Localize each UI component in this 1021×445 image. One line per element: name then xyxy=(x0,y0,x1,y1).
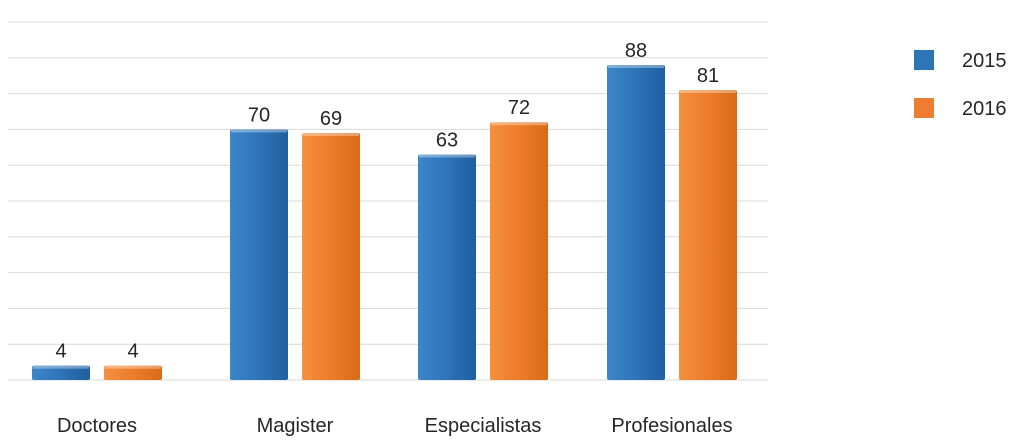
bar-doctores-2016 xyxy=(104,365,162,380)
bar-highlight xyxy=(303,132,359,136)
bar-highlight xyxy=(105,365,161,369)
data-label: 70 xyxy=(248,104,270,126)
x-tick-label: Profesionales xyxy=(611,415,732,437)
bar-highlight xyxy=(680,90,736,94)
data-label: 4 xyxy=(55,341,66,363)
bar-magister-2015 xyxy=(230,129,288,380)
data-label: 69 xyxy=(320,108,342,130)
bar-especialistas-2016 xyxy=(490,122,548,381)
data-label: 4 xyxy=(127,341,138,363)
bar-magister-2016 xyxy=(302,132,360,380)
bar-especialistas-2015 xyxy=(418,154,476,380)
bar-highlight xyxy=(419,154,475,158)
gridlines xyxy=(8,21,768,381)
legend-swatch-2016 xyxy=(914,98,934,118)
bar-profesionales-2015 xyxy=(607,64,665,381)
bar-profesionales-2016 xyxy=(679,90,737,381)
data-label: 81 xyxy=(697,65,719,87)
legend-label: 2015 xyxy=(962,50,1007,72)
bars xyxy=(32,64,737,381)
bar-highlight xyxy=(231,129,287,133)
legend-label: 2016 xyxy=(962,98,1007,120)
x-tick-label: Magister xyxy=(257,415,334,437)
data-label: 88 xyxy=(625,40,647,62)
x-tick-label: Especialistas xyxy=(425,415,542,437)
bar-highlight xyxy=(33,365,89,369)
bar-doctores-2015 xyxy=(32,365,90,380)
bar-highlight xyxy=(491,122,547,126)
data-label: 72 xyxy=(508,97,530,119)
bar-highlight xyxy=(608,64,664,68)
data-label: 63 xyxy=(436,129,458,151)
legend-swatch-2015 xyxy=(914,50,934,70)
x-axis-labels: Doctores Magister Especialistas Profesional… xyxy=(57,415,733,437)
legend: 2015 2016 xyxy=(914,50,1007,120)
data-labels: 4 4 70 69 63 72 88 81 xyxy=(55,40,719,363)
x-tick-label: Doctores xyxy=(57,415,137,437)
